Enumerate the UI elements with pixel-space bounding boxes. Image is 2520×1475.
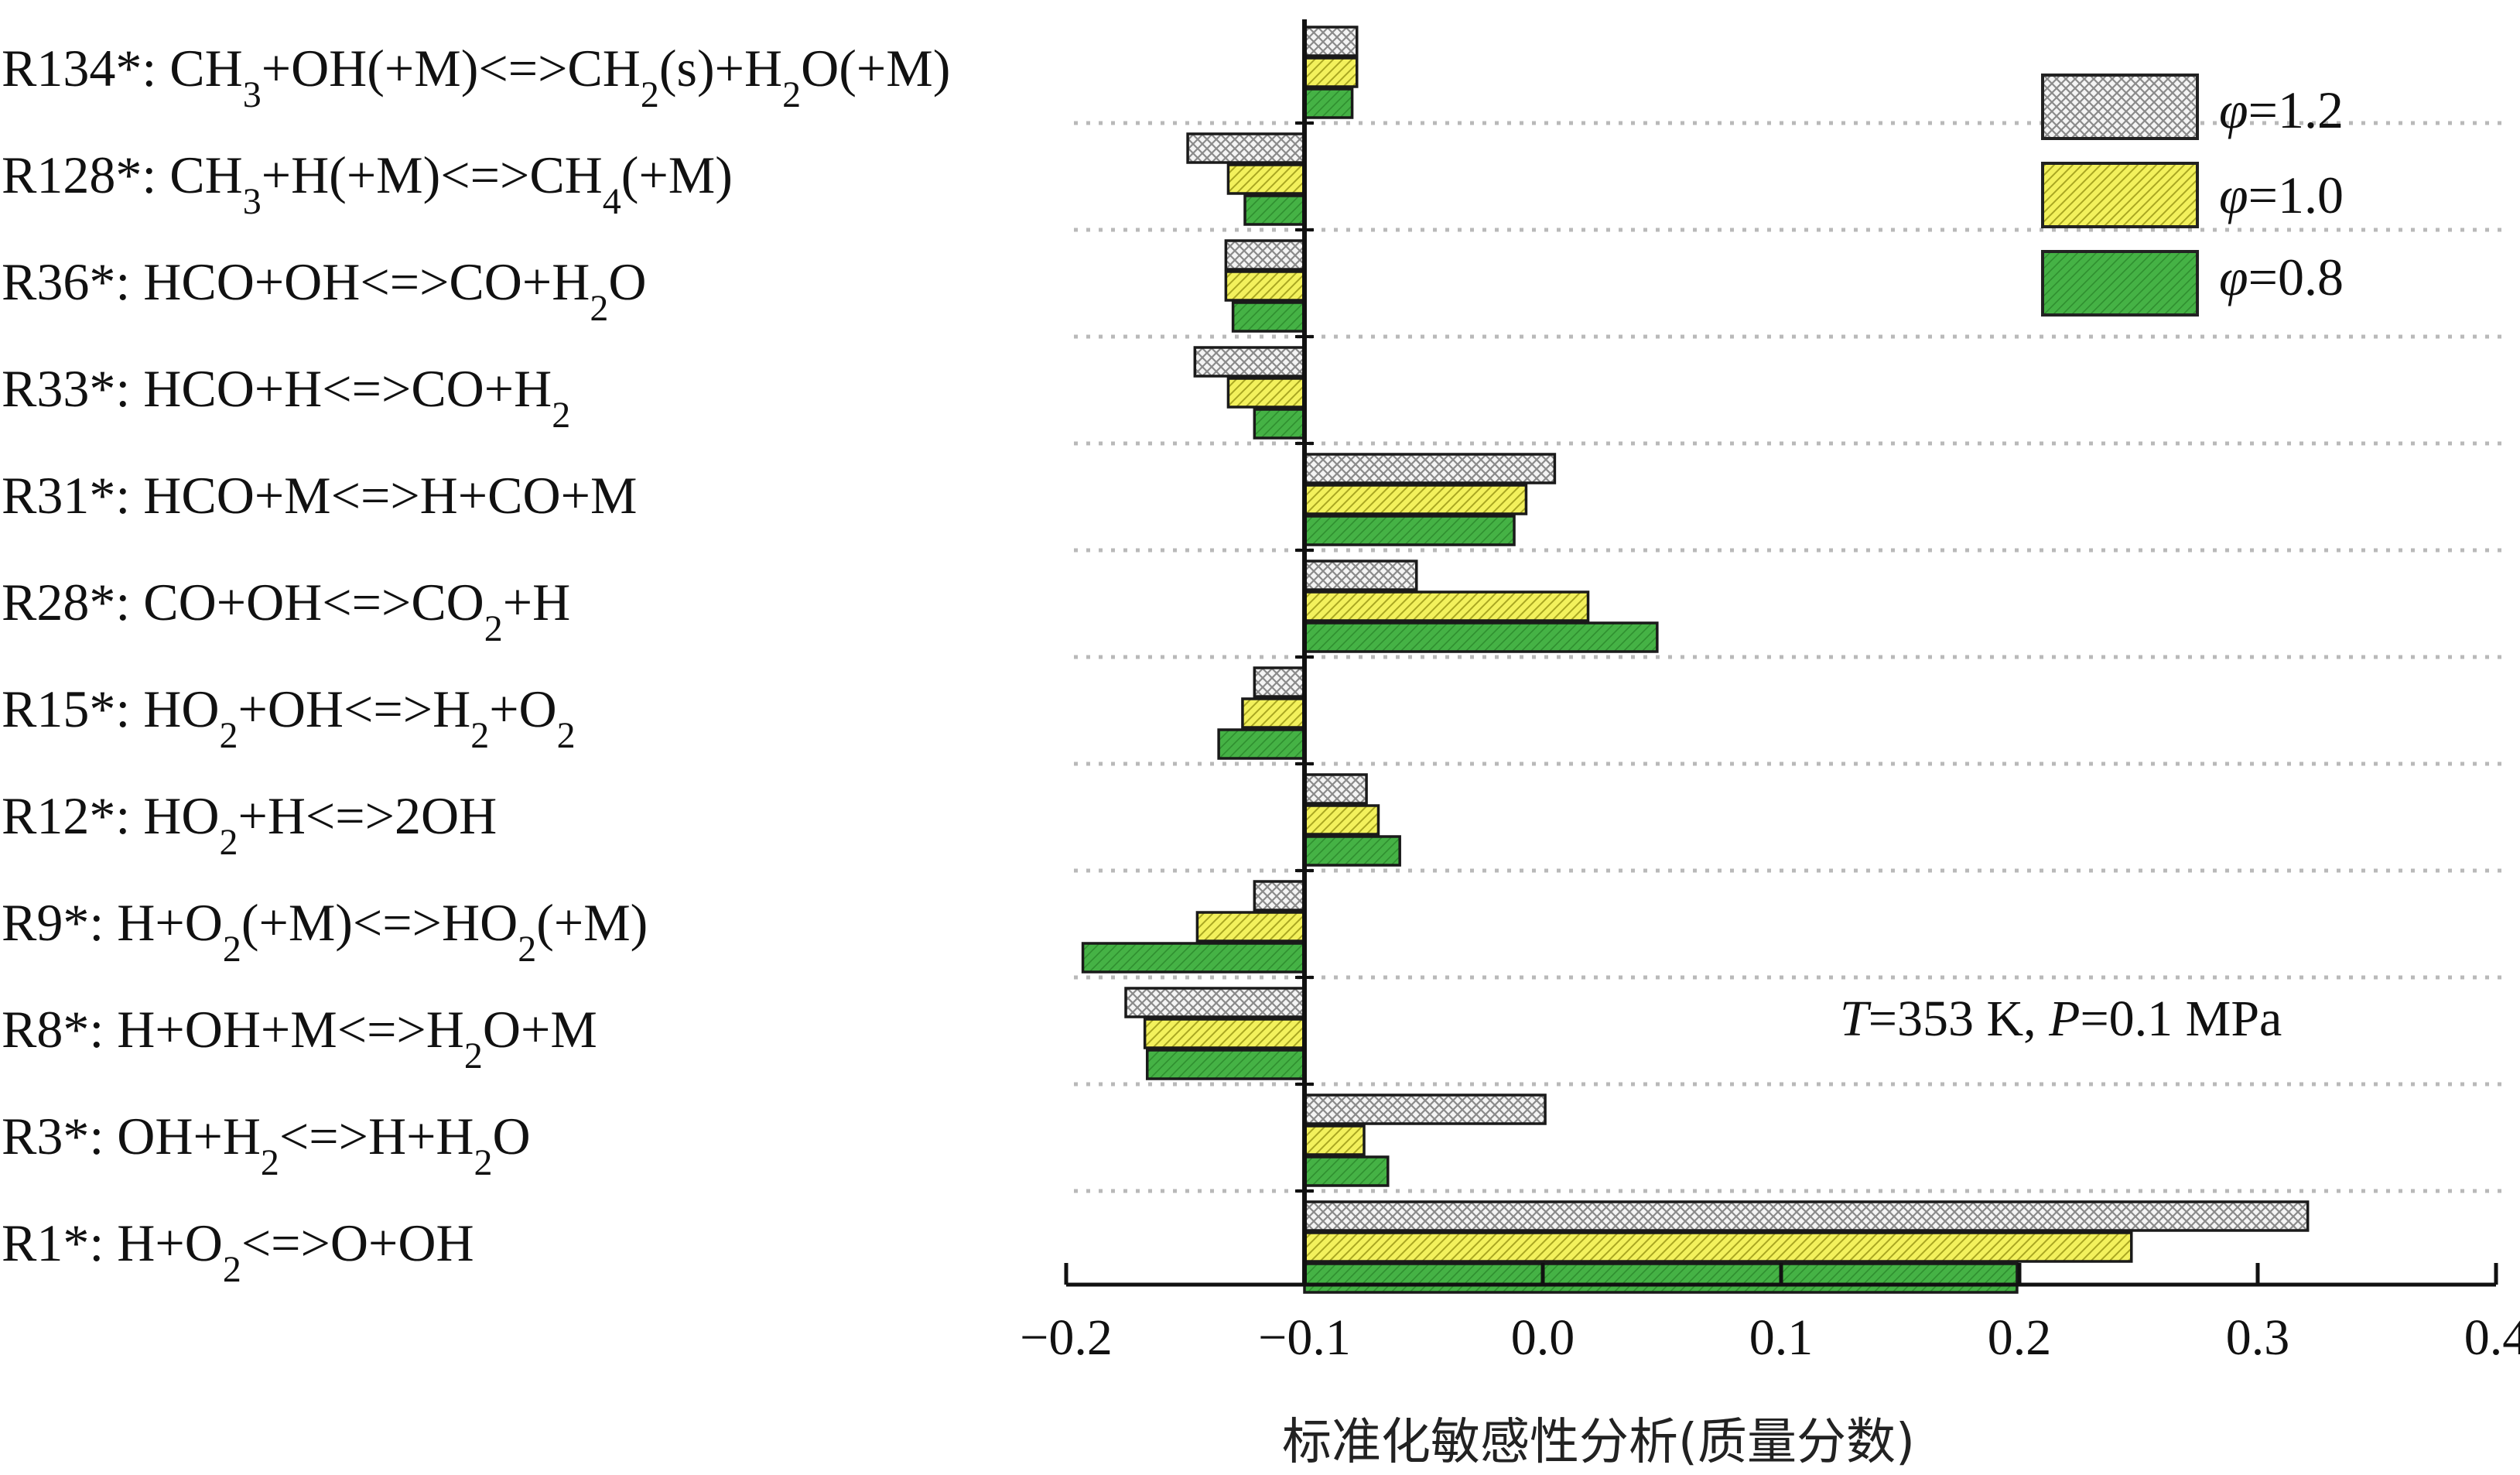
category-label: R12*: HO2+H<=>2OH: [2, 786, 497, 863]
category-label: R8*: H+OH+M<=>H2O+M: [2, 1000, 597, 1076]
category-label: R36*: HCO+OH<=>CO+H2O: [2, 252, 646, 329]
legend-label-2: φ=1.0: [2219, 166, 2344, 224]
category-label: R28*: CO+OH<=>CO2+H: [2, 573, 570, 649]
category-label: R9*: H+O2(+M)<=>HO2(+M): [2, 893, 648, 970]
x-tick-label: 0.4: [2464, 1309, 2520, 1366]
bar-R33-series-2: [1226, 377, 1306, 409]
bar-R36-series-1: [1224, 239, 1306, 271]
bar-R31-series-3: [1303, 515, 1516, 546]
bar-R31-series-2: [1303, 484, 1528, 515]
category-label: R31*: HCO+M<=>H+CO+M: [2, 466, 637, 525]
bar-R3-series-2: [1303, 1124, 1366, 1156]
bar-R8-series-2: [1143, 1018, 1306, 1049]
bar-R8-series-3: [1145, 1049, 1306, 1080]
bar-R9-series-2: [1195, 911, 1306, 943]
bar-R33-series-3: [1253, 408, 1306, 440]
bar-R12-series-1: [1303, 773, 1368, 805]
x-axis-title: 标准化敏感性分析(质量分数): [1282, 1414, 1915, 1471]
bar-R128-series-3: [1243, 194, 1306, 226]
bar-R31-series-1: [1303, 453, 1557, 484]
x-tick-labels: −0.2 −0.1 0.0 0.1 0.2 0.3 0.4: [1020, 1309, 2520, 1366]
x-tick-label: −0.2: [1020, 1309, 1113, 1366]
bar-R15-series-1: [1253, 666, 1306, 698]
legend: φ=1.2 φ=1.0 φ=0.8: [2041, 74, 2344, 317]
x-tick-label: 0.0: [1511, 1309, 1575, 1366]
bars: [1081, 26, 2310, 1294]
bar-R9-series-1: [1253, 880, 1306, 912]
bar-R28-series-1: [1303, 560, 1418, 591]
bar-R15-series-3: [1217, 728, 1306, 760]
category-label: R1*: H+O2<=>O+OH: [2, 1213, 474, 1290]
bar-R3-series-1: [1303, 1093, 1547, 1125]
bar-R134-series-1: [1303, 26, 1359, 57]
x-tick-label: 0.2: [1988, 1309, 2052, 1366]
category-label: R134*: CH3+OH(+M)<=>CH2(s)+H2O(+M): [2, 39, 950, 115]
legend-swatch-3: [2041, 250, 2199, 317]
bar-R3-series-3: [1303, 1155, 1390, 1187]
bar-R128-series-1: [1186, 132, 1306, 164]
category-label: R33*: HCO+H<=>CO+H2: [2, 359, 570, 436]
bar-R1-series-2: [1303, 1231, 2133, 1263]
category-labels: R134*: CH3+OH(+M)<=>CH2(s)+H2O(+M) R128*:…: [2, 39, 950, 1290]
legend-swatch-1: [2041, 74, 2199, 140]
bar-R28-series-3: [1303, 621, 1659, 653]
bar-R12-series-3: [1303, 835, 1401, 867]
category-label: R15*: HO2+OH<=>H2+O2: [2, 679, 576, 756]
category-label: R128*: CH3+H(+M)<=>CH4(+M): [2, 145, 733, 222]
x-tick-label: 0.1: [1749, 1309, 1814, 1366]
bar-R28-series-2: [1303, 590, 1590, 622]
bar-R8-series-1: [1124, 987, 1306, 1018]
axes: [1064, 19, 2498, 1287]
bar-R134-series-2: [1303, 56, 1359, 88]
bar-R36-series-3: [1231, 301, 1306, 333]
bar-R1-series-3: [1303, 1262, 2019, 1294]
bar-R1-series-1: [1303, 1200, 2310, 1232]
category-label: R3*: OH+H2<=>H+H2O: [2, 1107, 531, 1183]
bar-R33-series-1: [1193, 346, 1306, 378]
legend-label-3: φ=0.8: [2219, 248, 2344, 306]
x-tick-label: 0.3: [2226, 1309, 2290, 1366]
bar-R134-series-3: [1303, 87, 1354, 119]
bar-R12-series-2: [1303, 804, 1380, 836]
bar-R128-series-2: [1226, 163, 1306, 195]
bar-R36-series-2: [1224, 270, 1306, 302]
legend-swatch-2: [2041, 162, 2199, 228]
bar-R15-series-2: [1241, 697, 1306, 729]
legend-label-1: φ=1.2: [2219, 80, 2344, 139]
x-tick-label: −0.1: [1258, 1309, 1351, 1366]
conditions-annotation: T=353 K, P=0.1 MPa: [1840, 991, 2282, 1047]
bar-R9-series-3: [1081, 942, 1306, 974]
